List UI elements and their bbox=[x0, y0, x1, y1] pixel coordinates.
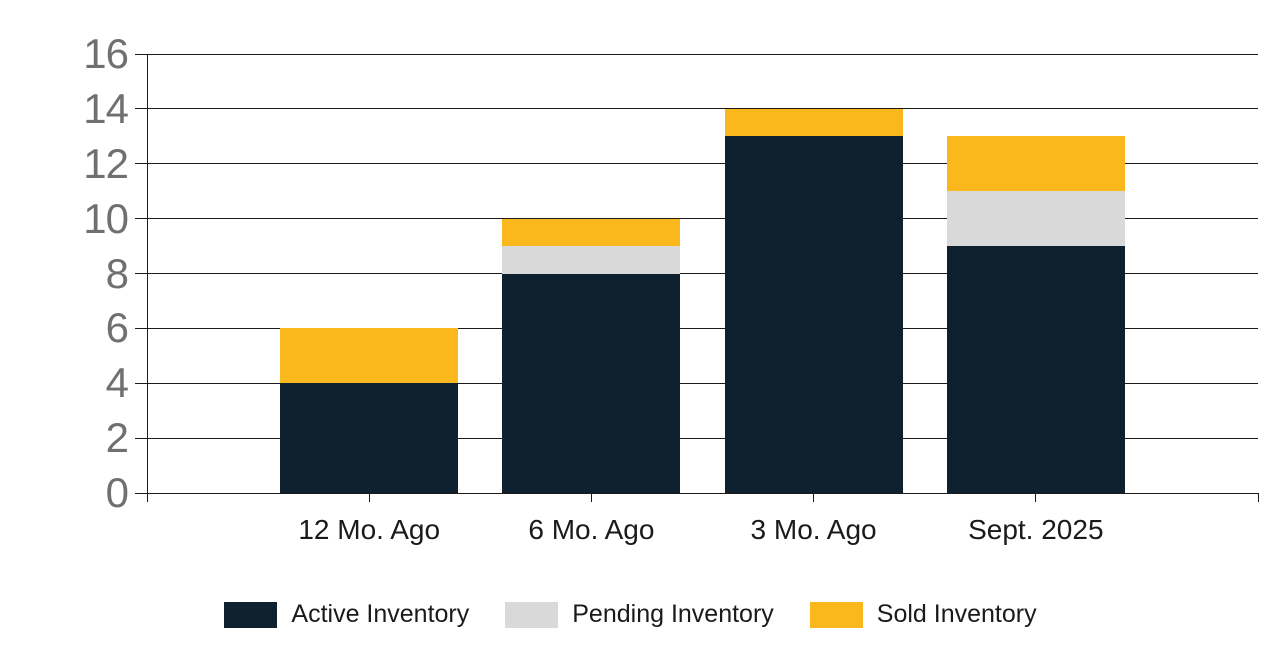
gridline-y-2 bbox=[135, 437, 1258, 439]
bar-segment-pending-inventory bbox=[946, 191, 1125, 247]
gridline-y-16 bbox=[135, 53, 1258, 55]
legend-label: Active Inventory bbox=[291, 600, 470, 628]
legend-item-active-inventory: Active Inventory bbox=[224, 600, 469, 629]
legend-label: Pending Inventory bbox=[572, 600, 774, 628]
y-tick-label: 14 bbox=[83, 84, 129, 132]
bar-segment-active-inventory bbox=[724, 136, 903, 493]
bar-segment-active-inventory bbox=[502, 273, 681, 493]
bar-segment-pending-inventory bbox=[502, 246, 681, 274]
x-axis-labels: 12 Mo. Ago 6 Mo. Ago 3 Mo. Ago Sept. 2025 bbox=[147, 514, 1258, 554]
x-axis-tick bbox=[146, 493, 148, 502]
y-tick-label: 4 bbox=[105, 359, 129, 407]
y-tick-label: 8 bbox=[105, 249, 129, 297]
x-axis-tick bbox=[1035, 493, 1037, 502]
legend-swatch-icon bbox=[505, 601, 559, 628]
plot-area bbox=[135, 53, 1259, 502]
legend-label: Sold Inventory bbox=[876, 600, 1037, 628]
bar-12-mo-ago bbox=[280, 328, 459, 493]
y-axis-labels: 0 2 4 6 8 10 12 14 16 bbox=[0, 33, 129, 514]
gridline-y-0 bbox=[135, 492, 1258, 494]
y-tick-label: 6 bbox=[105, 304, 129, 352]
gridline-y-14 bbox=[135, 108, 1258, 110]
y-tick-label: 2 bbox=[105, 414, 129, 462]
gridline-y-8 bbox=[135, 273, 1258, 274]
y-axis-line bbox=[147, 54, 148, 493]
x-tick-label: 3 Mo. Ago bbox=[750, 514, 877, 545]
gridline-y-4 bbox=[135, 382, 1258, 384]
x-axis-tick bbox=[368, 493, 370, 502]
y-tick-label: 10 bbox=[83, 194, 129, 242]
x-axis-tick bbox=[1257, 493, 1259, 502]
x-tick-label: Sept. 2025 bbox=[968, 514, 1104, 545]
x-axis-tick bbox=[813, 493, 815, 502]
y-tick-label: 0 bbox=[105, 469, 129, 516]
bar-sept-2025 bbox=[946, 136, 1125, 493]
legend-swatch-icon bbox=[809, 601, 863, 628]
x-tick-label: 6 Mo. Ago bbox=[528, 514, 655, 545]
gridline-y-10 bbox=[135, 218, 1258, 220]
bar-segment-sold-inventory bbox=[502, 218, 681, 247]
y-tick-label: 12 bbox=[83, 139, 129, 187]
legend: Active Inventory Pending Inventory Sold In… bbox=[0, 600, 1261, 629]
bar-segment-sold-inventory bbox=[724, 108, 903, 137]
legend-item-sold-inventory: Sold Inventory bbox=[809, 600, 1037, 629]
gridline-y-12 bbox=[135, 163, 1258, 165]
legend-item-pending-inventory: Pending Inventory bbox=[505, 600, 774, 629]
bar-segment-sold-inventory bbox=[280, 328, 459, 384]
bar-segment-sold-inventory bbox=[946, 136, 1125, 192]
legend-swatch-icon bbox=[224, 601, 278, 628]
y-tick-label: 16 bbox=[83, 30, 129, 77]
bar-segment-active-inventory bbox=[946, 246, 1125, 493]
x-tick-label: 12 Mo. Ago bbox=[298, 514, 441, 545]
gridline-y-6 bbox=[135, 327, 1258, 329]
x-axis-tick bbox=[590, 493, 592, 502]
bar-3-mo-ago bbox=[724, 108, 903, 493]
bar-6-mo-ago bbox=[502, 218, 681, 493]
bar-segment-active-inventory bbox=[280, 383, 459, 493]
